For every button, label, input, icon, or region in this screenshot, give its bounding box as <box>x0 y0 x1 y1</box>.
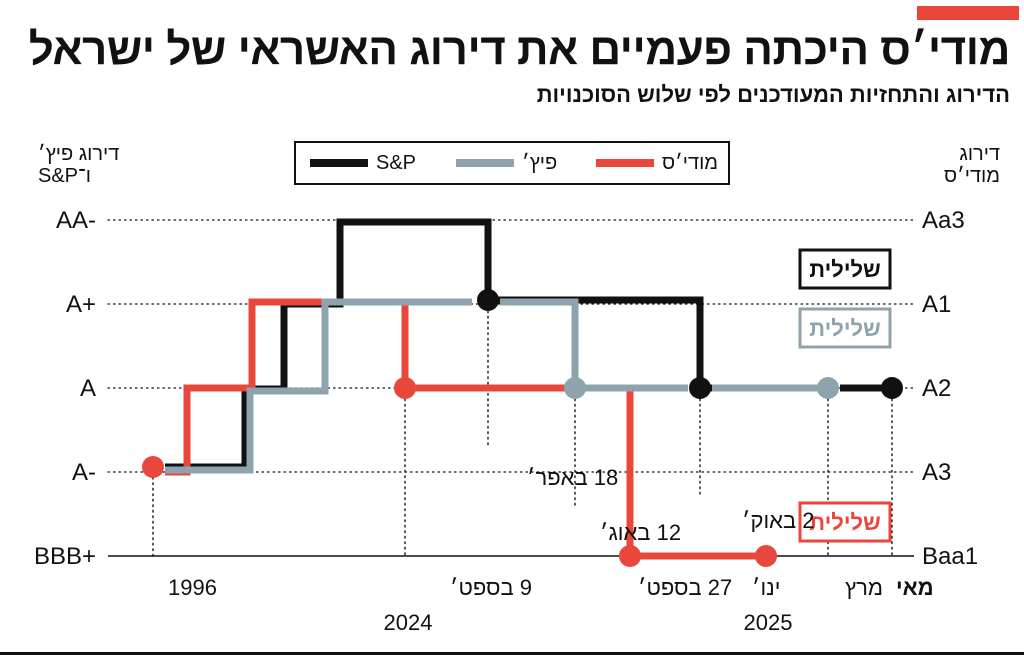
y-tick-label-left: BBB+ <box>34 543 96 570</box>
series-line-fitch <box>165 298 472 474</box>
y-tick-label-right: A3 <box>922 459 951 486</box>
y-tick-label-right: A1 <box>922 291 951 318</box>
legend-item-sp: S&P <box>310 143 416 183</box>
y-tick-label-left: A <box>80 375 96 402</box>
outlook-label: שלילית <box>809 257 881 282</box>
outlook-label: שלילית <box>809 316 881 341</box>
legend-item-fitch: פיץ׳ <box>456 143 557 183</box>
legend-item-moodys: מודי׳ס <box>596 143 718 183</box>
marker-sp <box>689 377 711 399</box>
series-line-fitch-2 <box>500 298 688 392</box>
marker-moodys <box>394 377 416 399</box>
legend-label-moodys: מודי׳ס <box>662 151 719 174</box>
event-label: 18 באפר׳ <box>527 465 618 490</box>
marker-fitch <box>564 377 586 399</box>
x-tick-label: ינו׳ <box>752 575 780 600</box>
marker-moodys <box>755 545 777 567</box>
outlook-box <box>798 501 892 543</box>
series-line-sp <box>165 218 815 471</box>
legend-swatch-moodys <box>596 159 654 167</box>
marker-moodys <box>142 456 164 478</box>
event-label: 12 באוג׳ <box>600 520 681 545</box>
left-axis-title: דירוג פיץ׳ ו־S&P <box>38 143 120 187</box>
marker-sp <box>881 377 903 399</box>
page-subtitle: הדירוג והתחזיות המעודכנים לפי שלוש הסוכנ… <box>536 82 1010 107</box>
legend-swatch-fitch <box>456 159 514 167</box>
accent-bar <box>917 6 1019 20</box>
marker-sp <box>477 289 499 311</box>
y-tick-label-left: AA- <box>56 207 96 234</box>
y-tick-label-left: A+ <box>66 291 96 318</box>
y-tick-label-left: A- <box>72 459 96 486</box>
outlook-box <box>798 248 892 290</box>
right-axis-title: דירוג מודי׳ס <box>943 143 1000 187</box>
legend: S&P פיץ׳ מודי׳ס <box>294 141 730 185</box>
legend-label-sp: S&P <box>376 151 417 174</box>
x-tick-label: 1996 <box>168 575 217 600</box>
x-tick-label: מאי <box>896 575 934 600</box>
x-tick-label: 27 בספט׳ <box>638 575 732 600</box>
series-line-moodys-2 <box>401 304 766 560</box>
year-label: 2025 <box>744 610 793 635</box>
page-title: מודי׳ס היכתה פעמיים את דירוג האשראי של י… <box>28 25 1011 74</box>
y-tick-label-right: Baa1 <box>922 543 978 570</box>
x-tick-label: מרץ <box>845 575 883 600</box>
y-tick-label-right: A2 <box>922 375 951 402</box>
marker-moodys <box>619 545 641 567</box>
x-tick-label: 9 בספט׳ <box>450 575 532 600</box>
year-label: 2024 <box>384 610 433 635</box>
bottom-rule <box>0 652 1024 655</box>
outlook-label: שלילית <box>809 510 881 535</box>
marker-fitch <box>817 377 839 399</box>
event-label: 2 באוק׳ <box>742 508 815 533</box>
outlook-box <box>798 307 892 349</box>
legend-label-fitch: פיץ׳ <box>522 151 558 174</box>
legend-swatch-sp <box>310 159 368 167</box>
y-tick-label-right: Aa3 <box>922 207 965 234</box>
